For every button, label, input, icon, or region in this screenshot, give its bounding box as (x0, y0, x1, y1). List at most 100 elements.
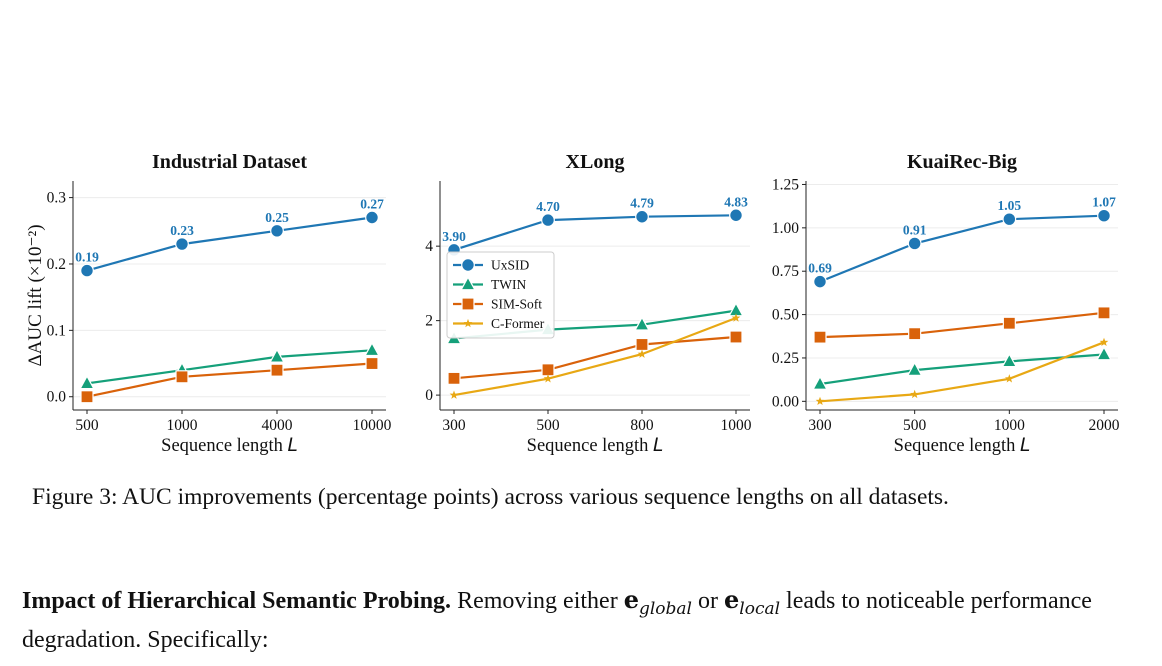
series-uxsid: 3.90 4.70 4.79 4.83 (442, 194, 748, 257)
series-c-former (815, 337, 1109, 406)
data-point-uxsid (365, 210, 379, 225)
series-line-sim-soft (86, 362, 373, 398)
x-tick-label: 300 (442, 417, 466, 434)
data-label: 4.70 (536, 199, 560, 214)
data-point-c-former (815, 396, 825, 406)
chart-industrial-dataset: Industrial Dataset 0.0 0.1 0.2 0.3 500 1000 400… (25, 151, 392, 456)
legend-marker-c-former (463, 318, 473, 328)
y-tick-label: 0.1 (47, 322, 66, 339)
data-point-sim-soft (635, 337, 649, 352)
legend-label: SIM-Soft (491, 297, 542, 312)
body-paragraph: Impact of Hierarchical Semantic Probing.… (22, 584, 1142, 656)
data-point-twin (1001, 352, 1018, 368)
x-tick-label: 500 (75, 417, 99, 434)
data-point-twin (79, 375, 95, 390)
data-label: 0.25 (265, 210, 289, 225)
paragraph-heading: Impact of Hierarchical Semantic Probing. (22, 588, 452, 614)
chart-kuairec-big: KuaiRec-Big 0.00 0.25 0.50 0.75 1.00 1.25 300 50… (772, 151, 1120, 456)
y-axis-label: ΔAUC lift (×10⁻²) (25, 224, 46, 366)
data-label: 0.19 (75, 250, 99, 265)
y-tick-label: 0.00 (772, 393, 799, 410)
y-tick-label: 0.2 (47, 256, 66, 273)
data-point-c-former (449, 390, 459, 399)
math-e-global-sub: global (638, 598, 692, 619)
paragraph-text-1: Removing either (451, 588, 624, 614)
data-point-twin (364, 341, 380, 357)
chart-title: XLong (566, 151, 625, 173)
data-label: 0.69 (808, 261, 832, 276)
data-point-uxsid (635, 209, 649, 224)
series-sim-soft (447, 330, 743, 385)
y-tick-label: 0.75 (772, 263, 799, 280)
x-tick-label: 1000 (994, 417, 1025, 434)
series-twin (812, 346, 1112, 390)
legend-marker-twin (460, 276, 476, 291)
data-point-sim-soft (270, 363, 284, 377)
figure-caption: Figure 3: AUC improvements (percentage p… (32, 484, 949, 510)
math-e-local-sub: local (739, 598, 781, 619)
data-point-c-former (1099, 337, 1109, 347)
data-point-uxsid (175, 237, 189, 251)
data-label: 4.83 (724, 194, 748, 209)
data-point-uxsid (729, 208, 743, 223)
x-tick-label: 500 (536, 417, 560, 434)
series-line-c-former (819, 341, 1105, 403)
math-e-global-base: e (623, 585, 639, 614)
data-point-uxsid (813, 274, 827, 289)
series-line-sim-soft (453, 335, 737, 380)
legend-box (446, 251, 555, 339)
data-point-uxsid (1002, 212, 1017, 227)
data-label: 4.79 (630, 196, 654, 211)
data-point-c-former (543, 374, 553, 383)
x-tick-label: 4000 (262, 417, 293, 434)
data-label: 1.07 (1092, 195, 1116, 210)
x-tick-label: 1000 (167, 417, 198, 434)
data-point-twin (269, 348, 285, 363)
data-point-sim-soft (175, 370, 189, 384)
y-tick-label: 2 (425, 313, 433, 330)
legend-label: TWIN (491, 277, 526, 292)
data-point-c-former (1004, 374, 1014, 383)
data-point-uxsid (541, 213, 555, 227)
chart-legend: UxSID TWIN SIM-Soft C-Former (446, 251, 555, 339)
series-sim-soft (80, 356, 379, 404)
legend-marker-sim-soft (461, 297, 475, 311)
x-tick-label: 1000 (721, 417, 752, 434)
data-point-twin (812, 375, 828, 390)
y-tick-label: 0 (425, 387, 433, 404)
data-point-uxsid (270, 223, 284, 238)
data-label: 0.27 (360, 197, 384, 212)
math-e-global: eglobal (623, 585, 692, 619)
data-point-c-former (637, 349, 647, 358)
data-point-c-former (731, 313, 741, 322)
y-tick-label: 4 (425, 238, 433, 255)
data-point-twin (1096, 346, 1112, 361)
data-point-twin (634, 316, 650, 331)
x-axis-label: Sequence length L (894, 435, 1031, 456)
series-line-uxsid (86, 216, 373, 272)
legend-label: UxSID (491, 258, 530, 273)
data-point-sim-soft (729, 330, 743, 344)
legend-label: C-Former (491, 316, 545, 331)
data-point-sim-soft (80, 390, 94, 404)
data-point-sim-soft (541, 363, 555, 377)
x-tick-label: 10000 (353, 417, 392, 434)
data-point-sim-soft (813, 330, 827, 344)
y-tick-label: 0.25 (772, 350, 799, 367)
data-point-sim-soft (1097, 306, 1111, 320)
series-sim-soft (813, 306, 1111, 344)
data-label: 3.90 (442, 229, 466, 244)
math-e-local: elocal (724, 585, 780, 619)
legend-marker-uxsid (461, 258, 475, 272)
data-point-sim-soft (908, 327, 922, 341)
math-e-local-base: e (724, 585, 740, 614)
series-line-twin (86, 349, 373, 385)
data-label: 0.91 (903, 222, 927, 237)
data-point-sim-soft (365, 356, 379, 371)
chart-title: KuaiRec-Big (907, 151, 1017, 173)
x-tick-label: 800 (630, 417, 654, 434)
data-point-sim-soft (1002, 316, 1016, 330)
chart-xlong: XLong 0 2 4 300 500 800 1000 Sequence length L 3.… (425, 151, 752, 456)
data-label: 1.05 (998, 198, 1022, 213)
